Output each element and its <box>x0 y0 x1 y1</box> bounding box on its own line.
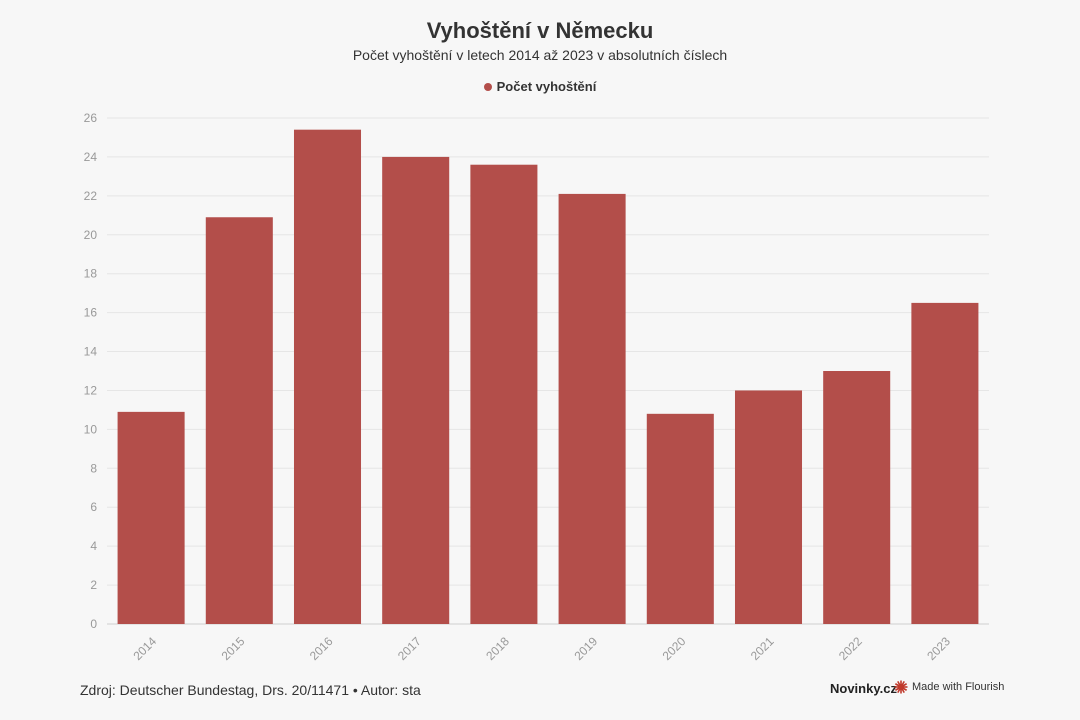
y-tick-label: 12 <box>84 383 98 397</box>
source-note: Zdroj: Deutscher Bundestag, Drs. 20/1147… <box>80 682 421 698</box>
y-tick-label: 22 <box>84 189 98 203</box>
bar <box>470 164 538 624</box>
chart-subtitle: Počet vyhoštění v letech 2014 až 2023 v … <box>352 47 728 63</box>
x-tick-label: 2023 <box>924 634 953 663</box>
y-tick-label: 16 <box>84 306 98 320</box>
y-tick-label: 20 <box>84 228 98 242</box>
legend: Počet vyhoštění <box>0 79 1080 94</box>
chart-title: Vyhoštění v Německu <box>426 18 654 43</box>
x-tick-label: 2022 <box>836 634 865 663</box>
bar <box>558 193 626 624</box>
y-tick-label: 26 <box>84 111 98 125</box>
flourish-logo-icon <box>894 680 908 694</box>
x-tick-label: 2016 <box>307 634 336 663</box>
y-tick-label: 6 <box>90 500 97 514</box>
bar <box>911 302 979 624</box>
y-tick-label: 4 <box>90 539 97 553</box>
bar <box>293 129 362 624</box>
x-tick-label: 2018 <box>483 634 512 663</box>
bar <box>734 390 803 624</box>
x-tick-label: 2014 <box>130 634 159 663</box>
legend-label: Počet vyhoštění <box>496 79 597 94</box>
x-tick-label: 2015 <box>219 634 248 663</box>
flourish-credit[interactable]: Made with Flourish <box>894 680 1004 694</box>
y-tick-label: 14 <box>84 345 98 359</box>
y-tick-label: 10 <box>84 422 98 436</box>
x-tick-label: 2019 <box>571 634 600 663</box>
x-tick-label: 2017 <box>395 634 424 663</box>
bar <box>117 411 185 624</box>
bar <box>646 413 714 624</box>
y-tick-label: 8 <box>90 461 97 475</box>
bar <box>823 371 891 624</box>
flourish-label: Made with Flourish <box>912 681 1005 693</box>
y-tick-label: 2 <box>90 578 97 592</box>
y-tick-label: 24 <box>84 150 98 164</box>
y-tick-label: 0 <box>90 617 97 631</box>
brand-logo[interactable]: Novinky.cz <box>830 681 897 696</box>
legend-swatch <box>483 82 492 91</box>
y-tick-label: 18 <box>84 267 98 281</box>
bar <box>382 156 450 624</box>
bar <box>205 217 273 624</box>
x-tick-label: 2021 <box>748 634 777 663</box>
x-tick-label: 2020 <box>660 634 689 663</box>
